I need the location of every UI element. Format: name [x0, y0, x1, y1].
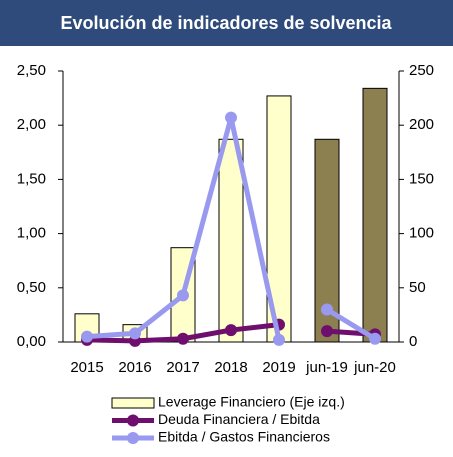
- legend-label: Ebitda / Gastos Financieros: [158, 429, 330, 445]
- marker: [225, 324, 237, 337]
- marker: [225, 111, 237, 124]
- marker: [177, 289, 189, 302]
- legend-label: Leverage Financiero (Eje izq.): [158, 394, 345, 410]
- y2-tick-label: 0: [409, 333, 417, 350]
- chart-title: Evolución de indicadores de solvencia: [60, 13, 392, 33]
- x-tick-label: jun-19: [305, 359, 348, 376]
- y-tick-label: 0,50: [17, 279, 46, 296]
- y2-tick-label: 250: [409, 62, 434, 79]
- y-tick-label: 1,50: [17, 170, 46, 187]
- legend-label: Deuda Financiera / Ebitda: [158, 411, 320, 427]
- legend-marker: [127, 414, 139, 427]
- legend-marker: [127, 432, 139, 444]
- x-tick-label: 2015: [70, 359, 103, 376]
- x-tick-label: 2016: [118, 359, 151, 376]
- y-tick-label: 2,50: [17, 62, 46, 79]
- marker: [129, 327, 141, 340]
- legend-swatch: [111, 397, 155, 409]
- marker: [321, 303, 333, 316]
- y-tick-label: 2,00: [17, 116, 46, 133]
- x-tick-label: jun-20: [353, 359, 396, 376]
- y-tick-label: 0,00: [17, 333, 46, 350]
- x-tick-label: 2019: [262, 359, 295, 376]
- marker: [369, 332, 381, 345]
- y2-tick-label: 100: [409, 225, 434, 242]
- x-tick-label: 2018: [214, 359, 247, 376]
- bar: [362, 87, 388, 343]
- y2-tick-label: 50: [409, 279, 426, 296]
- marker: [81, 330, 93, 343]
- marker: [321, 325, 333, 338]
- y2-tick-label: 200: [409, 116, 434, 133]
- x-tick-label: 2017: [166, 359, 199, 376]
- title-bar: [0, 0, 453, 46]
- y2-tick-label: 150: [409, 170, 434, 187]
- bar: [218, 138, 244, 343]
- y-tick-label: 1,00: [17, 225, 46, 242]
- marker: [177, 332, 189, 345]
- marker: [273, 333, 285, 346]
